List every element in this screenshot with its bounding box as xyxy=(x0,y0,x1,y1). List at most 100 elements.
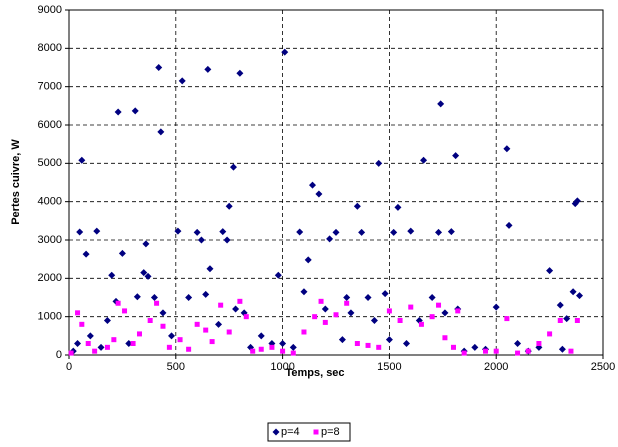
x-tick-label: 0 xyxy=(66,361,72,373)
point xyxy=(309,181,317,189)
point xyxy=(333,312,339,318)
point xyxy=(136,331,142,337)
point xyxy=(97,343,105,351)
point xyxy=(185,294,193,301)
point xyxy=(74,340,82,347)
point xyxy=(353,202,361,210)
point xyxy=(193,228,201,236)
point xyxy=(318,298,324,304)
point xyxy=(296,228,304,236)
legend-marker xyxy=(272,428,280,436)
point xyxy=(428,294,436,301)
point xyxy=(573,197,581,205)
point xyxy=(525,348,531,354)
y-tick-label: 2000 xyxy=(38,272,62,284)
point xyxy=(436,302,442,308)
point xyxy=(385,336,393,344)
point xyxy=(289,343,297,351)
point xyxy=(114,108,122,116)
y-tick-label: 7000 xyxy=(38,81,62,93)
y-tick-label: 9000 xyxy=(38,4,62,16)
point xyxy=(322,319,328,325)
point xyxy=(76,228,84,236)
point xyxy=(150,294,158,301)
point xyxy=(85,341,91,346)
point xyxy=(229,163,237,171)
point xyxy=(130,341,136,346)
x-tick-label: 1500 xyxy=(377,361,401,373)
point xyxy=(232,305,240,313)
point xyxy=(166,344,172,350)
point xyxy=(435,228,443,236)
point xyxy=(471,343,479,351)
point xyxy=(274,271,282,279)
y-tick-label: 8000 xyxy=(38,42,62,54)
point xyxy=(315,190,323,198)
point xyxy=(159,309,167,317)
y-tick-label: 1000 xyxy=(38,311,62,323)
point xyxy=(312,314,318,320)
point xyxy=(420,156,428,164)
point xyxy=(122,308,128,314)
point xyxy=(118,249,126,257)
point xyxy=(206,265,214,273)
point xyxy=(574,318,580,323)
point xyxy=(301,329,307,335)
point xyxy=(236,69,244,77)
point xyxy=(375,159,383,167)
y-tick-label: 6000 xyxy=(38,119,62,131)
point xyxy=(407,227,415,235)
point xyxy=(452,152,460,160)
point xyxy=(177,337,183,343)
point xyxy=(386,308,392,314)
legend-label: p=8 xyxy=(321,426,340,438)
point xyxy=(394,203,402,211)
point xyxy=(576,292,584,300)
point xyxy=(514,340,522,347)
point xyxy=(157,128,165,136)
point xyxy=(225,202,233,210)
point xyxy=(358,228,366,236)
point xyxy=(243,314,249,320)
y-axis-title: Pertes cuivre, W xyxy=(10,139,22,225)
point xyxy=(321,305,329,313)
point xyxy=(140,269,148,277)
point xyxy=(103,317,111,324)
point xyxy=(75,310,81,316)
point xyxy=(515,350,521,356)
legend-box xyxy=(267,422,351,442)
point xyxy=(505,221,513,229)
point xyxy=(536,341,542,346)
point xyxy=(160,323,166,329)
point xyxy=(343,294,351,301)
point xyxy=(154,300,160,306)
point xyxy=(223,236,231,244)
point xyxy=(250,348,256,354)
point xyxy=(125,340,133,347)
point xyxy=(354,341,360,346)
point xyxy=(364,294,372,301)
point xyxy=(344,300,350,306)
point xyxy=(142,240,150,248)
point xyxy=(557,318,563,323)
point xyxy=(155,64,163,71)
point xyxy=(441,309,449,317)
point xyxy=(218,302,224,308)
point xyxy=(365,342,371,348)
point xyxy=(493,348,499,354)
point xyxy=(68,350,74,356)
point xyxy=(300,288,308,296)
point xyxy=(568,348,574,354)
point xyxy=(93,227,101,235)
point xyxy=(237,298,243,304)
point xyxy=(209,339,215,345)
point xyxy=(370,317,378,324)
point xyxy=(194,321,200,327)
point xyxy=(258,346,264,352)
point xyxy=(556,301,564,309)
point xyxy=(461,350,467,356)
point xyxy=(381,290,389,298)
point xyxy=(131,107,139,115)
y-tick-label: 4000 xyxy=(38,196,62,208)
